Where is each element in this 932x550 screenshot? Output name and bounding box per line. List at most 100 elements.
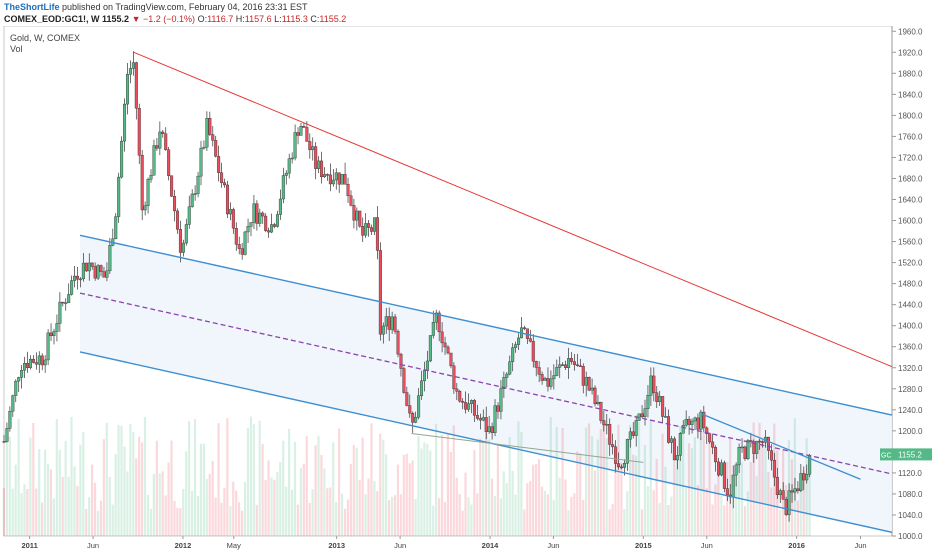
candles: [2, 51, 812, 522]
candle-body: [658, 396, 662, 402]
y-tick-label: 1200.0: [898, 427, 923, 436]
volume-bar: [402, 454, 405, 536]
volume-bar: [26, 488, 29, 536]
volume-bar: [470, 504, 473, 536]
candle-body: [8, 410, 12, 429]
volume-bar: [440, 434, 444, 536]
volume-bar: [79, 444, 82, 536]
candle-body: [314, 146, 318, 169]
volume-bar: [690, 448, 694, 536]
volume-bar: [379, 433, 382, 536]
volume-bar: [14, 464, 17, 536]
candle-body: [622, 462, 626, 468]
volume-bar: [249, 416, 252, 536]
candle-body: [687, 418, 691, 425]
candle-body: [40, 355, 44, 366]
volume-bar: [408, 463, 411, 536]
volume-bar: [258, 420, 261, 536]
candle-body: [14, 380, 18, 396]
candle-body: [443, 342, 447, 348]
candle-body: [608, 424, 612, 445]
volume-bar: [737, 457, 741, 536]
x-tick-label: 2014: [482, 541, 500, 550]
candle-body: [781, 490, 785, 500]
candle-body: [805, 473, 809, 481]
volume-bar: [808, 456, 811, 536]
volume-bar: [626, 491, 629, 536]
candle-body: [317, 160, 321, 169]
candle-body: [249, 222, 253, 227]
candle-body: [714, 447, 718, 463]
x-tick-label: 2012: [175, 541, 192, 550]
candle-body: [796, 488, 800, 491]
volume-bar: [455, 477, 458, 536]
volume-bar: [593, 470, 597, 536]
volume-bar: [167, 462, 170, 536]
candle-body: [302, 126, 306, 128]
candle-body: [158, 131, 162, 149]
volume-bar: [170, 440, 173, 536]
candle-body: [278, 198, 282, 215]
volume-bar: [293, 441, 297, 536]
volume-bar: [714, 484, 717, 536]
candle-body: [199, 147, 203, 177]
candle-body: [308, 141, 312, 151]
candle-body: [749, 440, 753, 442]
candle-body: [643, 408, 647, 417]
x-tick-label: Jun: [394, 541, 406, 550]
volume-bar: [696, 485, 699, 536]
volume-bar: [367, 478, 370, 536]
candle-body: [655, 392, 659, 402]
x-tick-label: 2013: [328, 541, 345, 550]
candle-body: [55, 323, 59, 332]
volume-bar: [17, 418, 20, 536]
candle-body: [334, 172, 338, 181]
candle-body: [664, 416, 668, 418]
candle-body: [717, 461, 721, 476]
volume-bar: [446, 433, 449, 536]
candle-body: [170, 175, 174, 197]
candle-body: [61, 301, 65, 304]
volume-bar: [211, 460, 214, 536]
volume-bar: [443, 501, 447, 536]
volume-bar: [46, 463, 50, 536]
volume-bar: [552, 499, 555, 536]
candle-body: [711, 441, 715, 448]
volume-bar: [749, 462, 752, 536]
candle-body: [681, 425, 685, 434]
candle-body: [596, 401, 600, 405]
volume-bar: [129, 424, 132, 536]
candle-body: [155, 145, 159, 149]
y-tick-label: 1800.0: [898, 111, 923, 120]
quote-line: COMEX_EOD:GC1!, W 1155.2 ▼ −1.2 (−0.1%) …: [4, 14, 346, 24]
candle-body: [146, 179, 150, 206]
x-tick-label: Jun: [547, 541, 559, 550]
price-chart[interactable]: 1000.01040.01080.01120.01160.01200.01240…: [0, 26, 932, 550]
volume-bar: [149, 508, 153, 536]
candle-body: [567, 358, 571, 368]
volume-bar: [582, 499, 585, 536]
volume-bar: [55, 419, 58, 536]
volume-bar: [473, 450, 476, 536]
volume-bar: [140, 442, 144, 536]
candle-body: [175, 210, 179, 230]
volume-bar: [549, 417, 552, 536]
volume-bar: [193, 419, 197, 536]
volume-bar: [240, 510, 244, 536]
candle-body: [734, 464, 738, 476]
volume-bar: [579, 453, 582, 536]
y-tick-label: 1640.0: [898, 196, 923, 205]
volume-bar: [705, 488, 708, 536]
candle-body: [693, 417, 697, 422]
candle-body: [87, 262, 91, 272]
candle-body: [593, 387, 597, 405]
volume-bar: [264, 480, 267, 536]
volume-bar: [684, 487, 688, 536]
volume-bar: [543, 490, 547, 536]
author-link[interactable]: TheShortLife: [4, 2, 60, 12]
candle-body: [43, 359, 47, 366]
candle-body: [252, 203, 256, 223]
volume-bar: [411, 460, 414, 536]
volume-bar: [449, 452, 452, 536]
y-tick-label: 1520.0: [898, 259, 923, 268]
